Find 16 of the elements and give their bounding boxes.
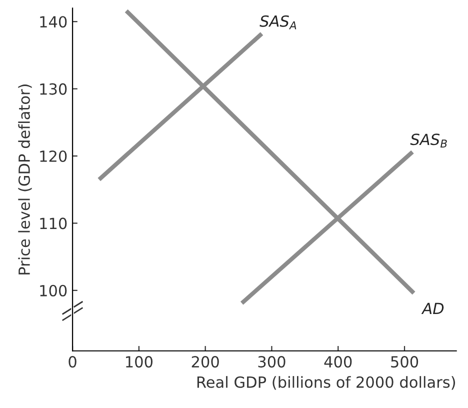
x-axis-title: Real GDP (billions of 2000 dollars) xyxy=(197,376,455,390)
y-tick-label: 120 xyxy=(40,150,67,162)
y-tick-label: 100 xyxy=(40,284,67,296)
y-tick-label: 110 xyxy=(40,218,67,230)
series-label: SAS$_{A}$ xyxy=(260,15,296,30)
x-tick-label: 500 xyxy=(391,356,418,368)
series-label: AD xyxy=(421,302,444,314)
x-tick-label: 300 xyxy=(258,356,286,368)
series-label: SAS$_{B}$ xyxy=(410,134,447,148)
y-tick-label: 140 xyxy=(40,16,67,28)
x-tick-label: 100 xyxy=(126,356,152,368)
y-axis-title: Price level (GDP deflator) xyxy=(18,84,32,274)
x-tick-label: 400 xyxy=(324,356,352,368)
y-tick-label: 130 xyxy=(40,83,67,95)
x-tick-label: 0 xyxy=(68,356,76,368)
x-tick-label: 200 xyxy=(192,356,219,368)
